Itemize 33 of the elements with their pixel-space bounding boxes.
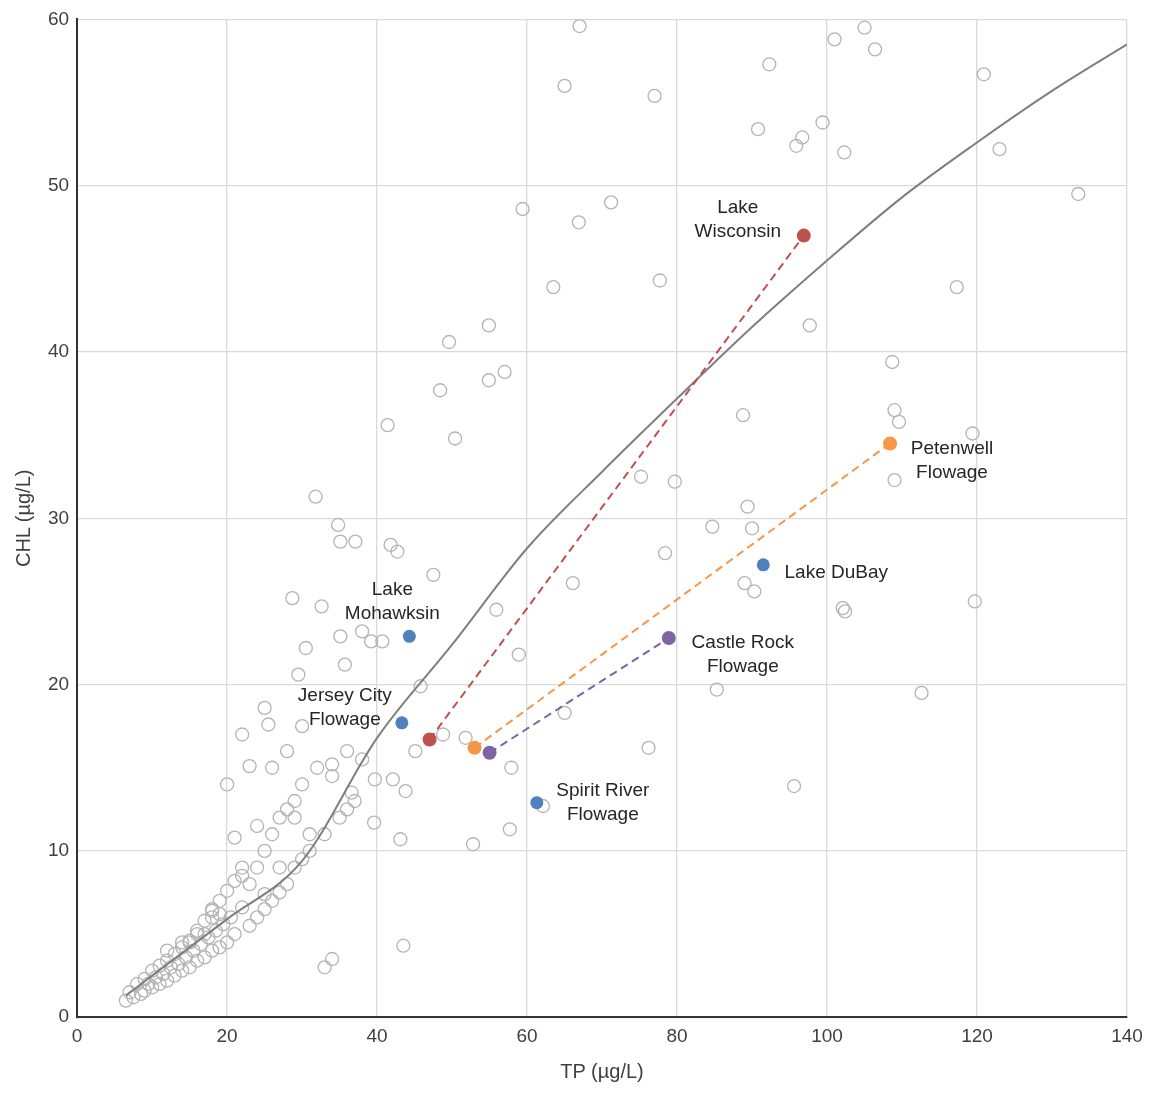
point <box>395 716 409 730</box>
y-axis-title: CHL (µg/L) <box>11 469 34 568</box>
annotation: Lake Mohawksin <box>344 577 440 623</box>
point <box>796 228 811 243</box>
x-tick-label: 60 <box>516 1024 538 1046</box>
point <box>467 740 482 755</box>
annotation: Lake DuBay <box>784 561 889 583</box>
y-tick-label: 60 <box>47 7 70 29</box>
point <box>756 558 770 572</box>
point <box>883 436 898 451</box>
x-tick-label: 20 <box>216 1024 238 1046</box>
y-tick-label: 0 <box>58 1005 70 1027</box>
x-tick-label: 140 <box>1111 1024 1143 1046</box>
x-axis-title: TP (µg/L) <box>560 1059 644 1082</box>
y-tick-label: 10 <box>47 839 70 861</box>
point <box>422 732 437 747</box>
annotation: Spirit River Flowage <box>556 778 650 824</box>
annotation: Castle Rock Flowage <box>691 631 795 677</box>
annotation: Jersey City Flowage <box>297 684 393 730</box>
annotation: Lake Wisconsin <box>694 195 782 241</box>
y-tick-label: 40 <box>47 340 70 362</box>
point <box>402 629 416 643</box>
annotation: Petenwell Flowage <box>910 436 994 482</box>
y-tick-label: 20 <box>47 672 70 694</box>
x-tick-label: 40 <box>366 1024 388 1046</box>
y-tick-label: 30 <box>47 506 70 528</box>
point <box>661 631 676 646</box>
x-tick-label: 80 <box>666 1024 688 1046</box>
point <box>482 745 497 760</box>
y-tick-label: 50 <box>47 173 70 195</box>
x-tick-label: 100 <box>811 1024 843 1046</box>
x-tick-label: 120 <box>961 1024 993 1046</box>
point <box>530 796 544 810</box>
